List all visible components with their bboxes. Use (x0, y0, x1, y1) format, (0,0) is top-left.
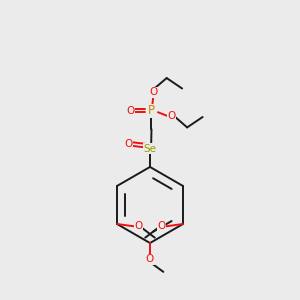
Text: O: O (146, 254, 154, 264)
Text: O: O (134, 221, 142, 231)
Text: O: O (124, 139, 133, 149)
Text: O: O (149, 87, 158, 97)
Text: O: O (158, 221, 166, 231)
Text: Se: Se (143, 143, 157, 154)
Text: P: P (148, 104, 155, 117)
Text: O: O (126, 106, 134, 116)
Text: O: O (168, 111, 176, 121)
